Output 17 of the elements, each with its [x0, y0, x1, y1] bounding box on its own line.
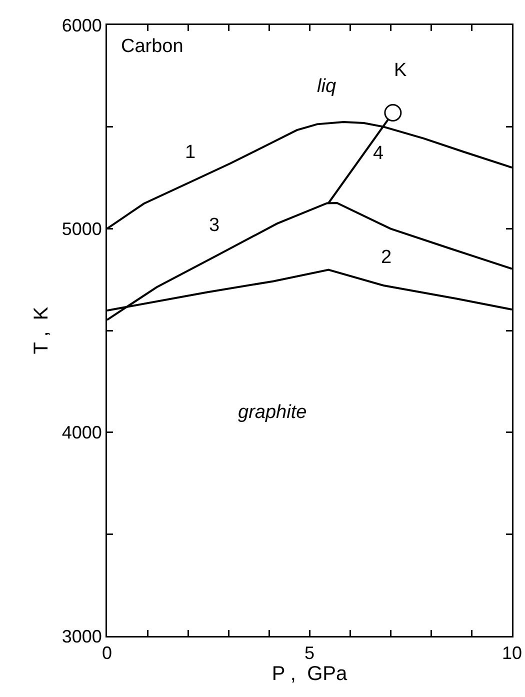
- x-tick-label: 10: [502, 643, 522, 664]
- series-label: 4: [373, 143, 384, 164]
- series-label: 3: [209, 215, 220, 236]
- annotation: graphite: [238, 402, 307, 423]
- y-tick-label: 4000: [62, 422, 102, 443]
- y-tick-label: 6000: [62, 15, 102, 36]
- y-tick-label: 5000: [62, 218, 102, 239]
- series-label: 2: [381, 247, 392, 268]
- y-axis-title: T , K: [30, 306, 53, 354]
- x-axis-title: P , GPa: [272, 663, 348, 686]
- x-tick-label: 5: [304, 643, 315, 664]
- annotation: Carbon: [121, 36, 184, 57]
- series-label: 1: [185, 142, 196, 163]
- series-label: K: [394, 60, 407, 81]
- annotation: liq: [317, 76, 336, 97]
- y-tick-label: 3000: [62, 626, 102, 646]
- x-tick-label: 0: [102, 643, 112, 664]
